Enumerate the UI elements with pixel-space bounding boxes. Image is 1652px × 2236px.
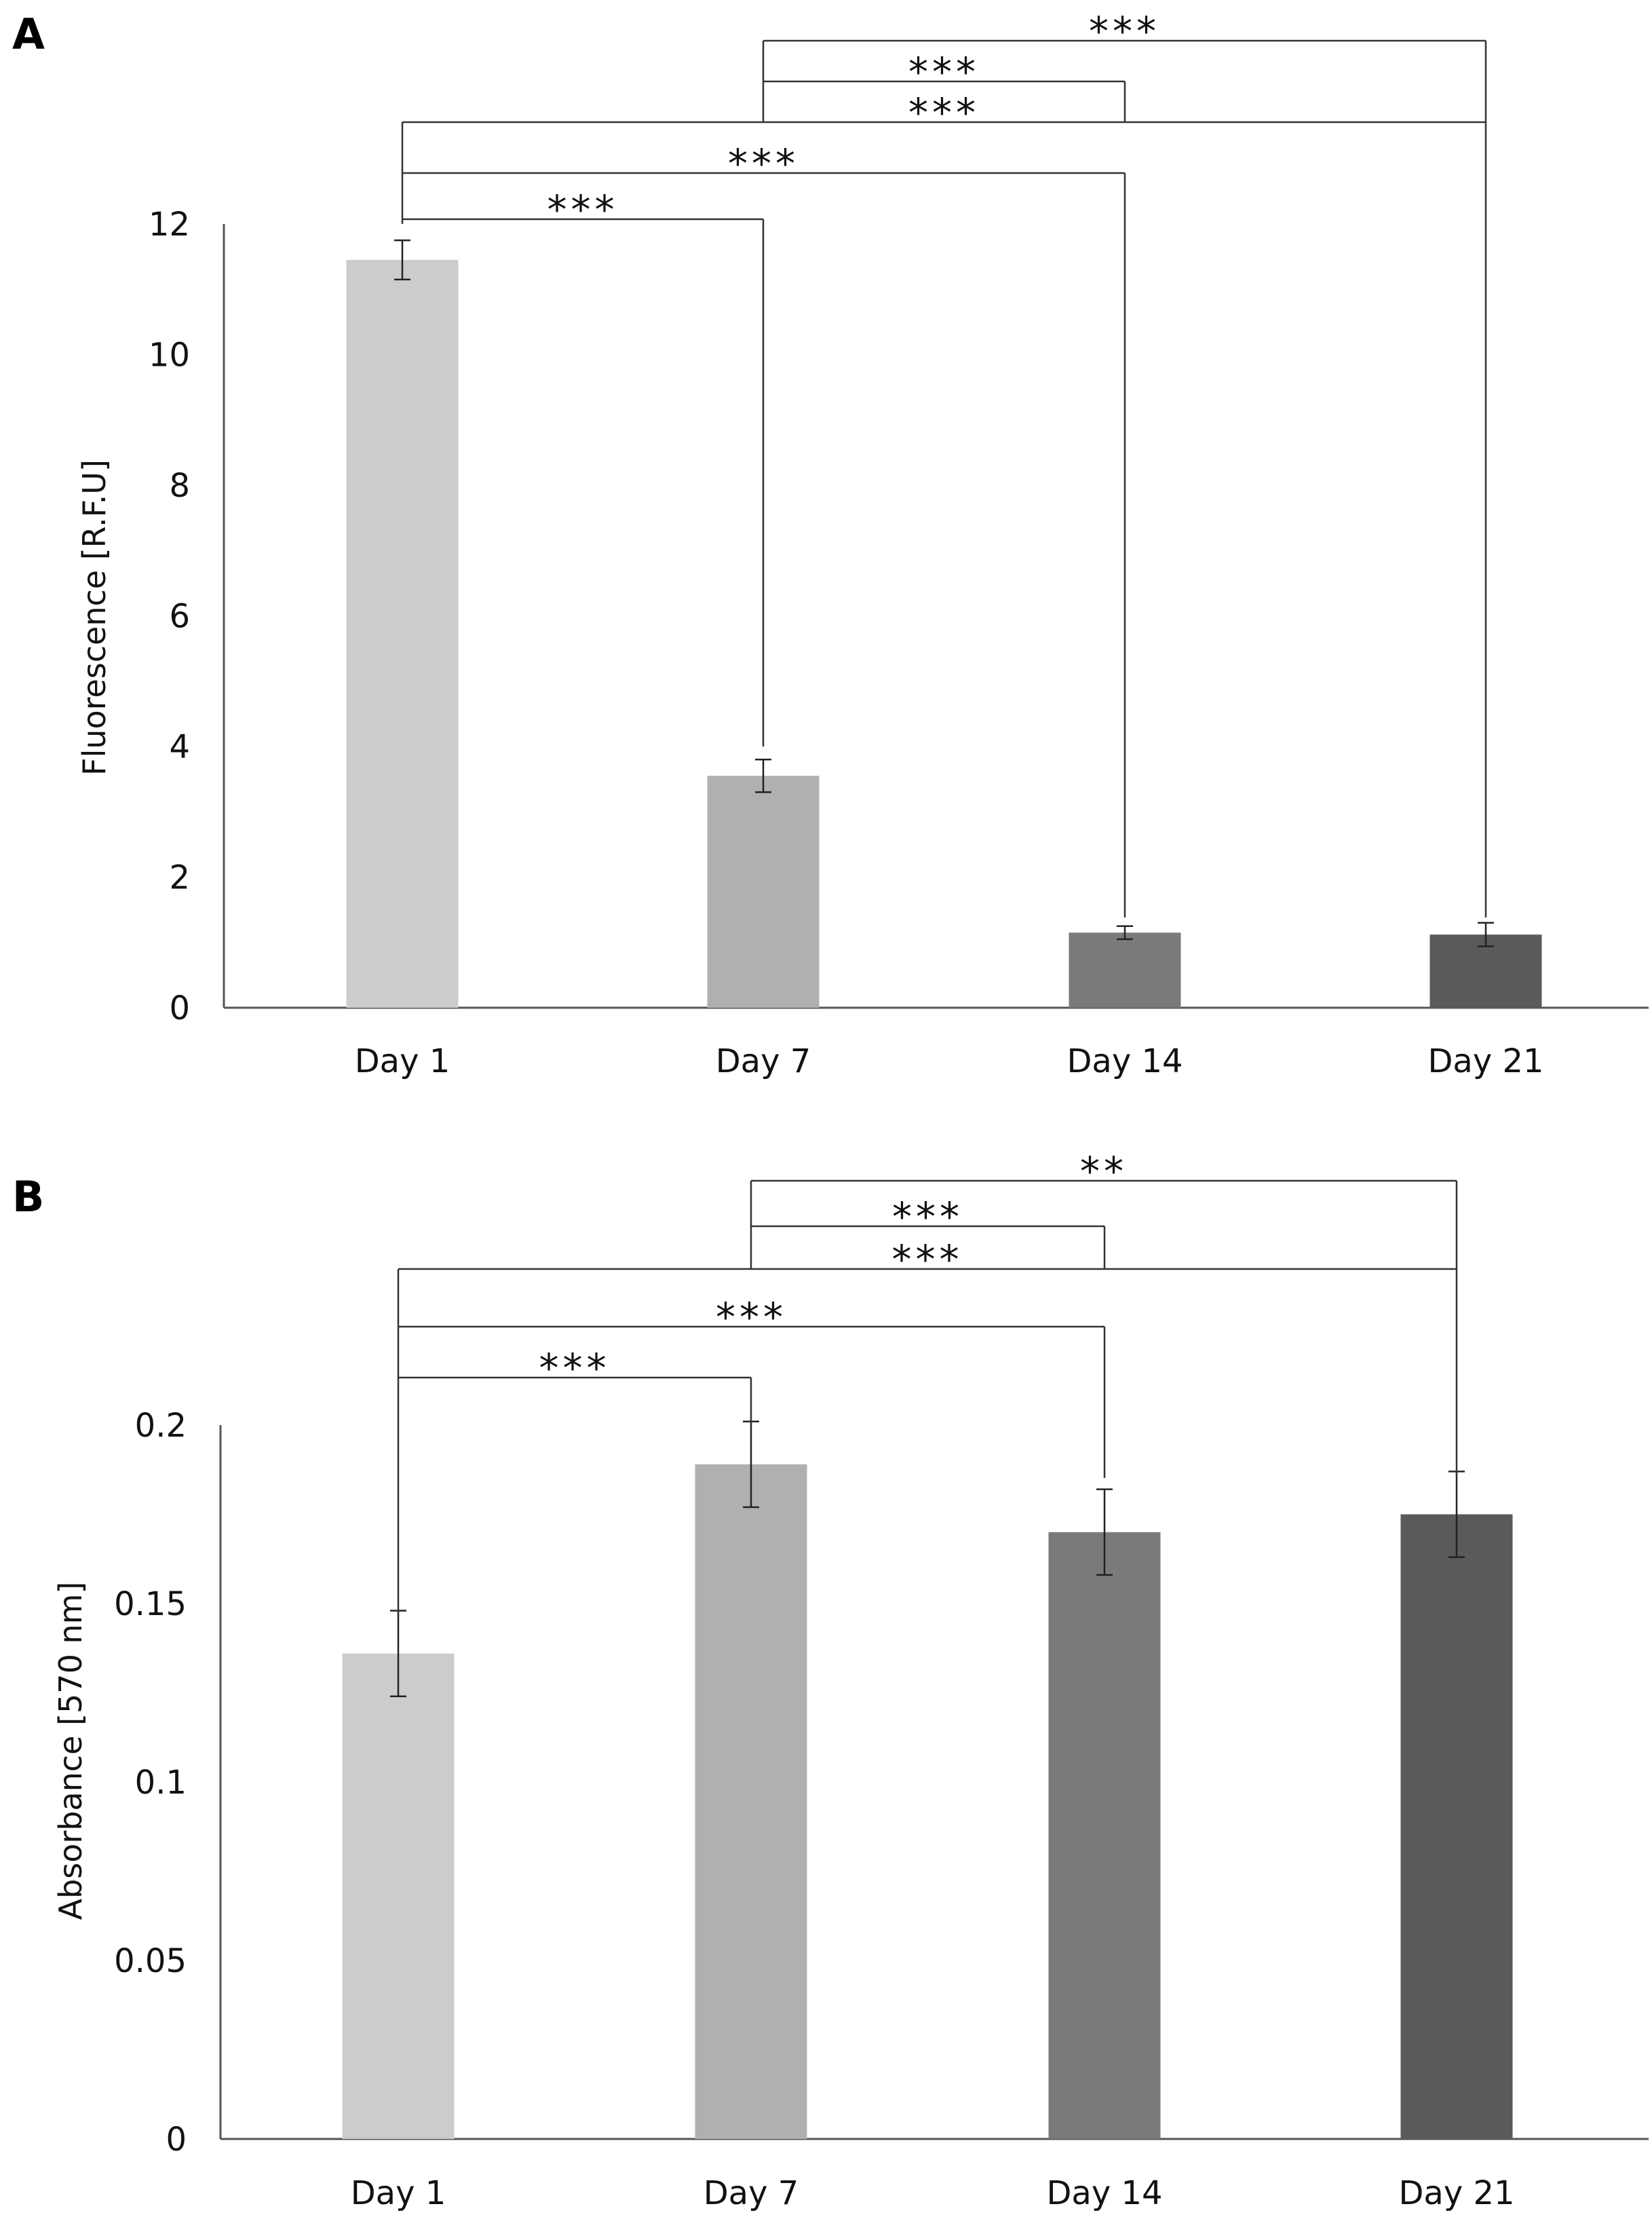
panel-b-significance-label-2: ***	[716, 1294, 787, 1340]
panel-a-y-tick-label: 2	[169, 859, 190, 897]
panel-b-significance-label-5: **	[1080, 1148, 1128, 1194]
panel-b-bar-2	[695, 1464, 807, 2139]
panel-b-bar-4	[1400, 1514, 1513, 2139]
panel-a-significance-bracket-5: ***	[762, 8, 1487, 122]
panel-a-chart: A 0 2 4 6 8 10 12 Fluorescence [R.F.U] Day 1 Day 7…	[12, 8, 1649, 1080]
panel-a-y-tick-label: 10	[149, 337, 190, 375]
panel-b-category-label-2: Day 7	[704, 2174, 799, 2212]
panel-a-bar-1	[346, 259, 459, 1008]
panel-a-category-label-1: Day 1	[355, 1042, 450, 1080]
panel-a-y-tick-label: 6	[169, 598, 190, 636]
panel-b-y-tick-label: 0	[166, 2121, 187, 2159]
panel-b-significance-label-1: ***	[539, 1345, 611, 1391]
panel-a-significance-bracket-3: ***	[401, 90, 1487, 917]
panel-b-y-tick-label: 0.05	[114, 1942, 187, 1980]
panel-b-category-label-1: Day 1	[351, 2174, 446, 2212]
panel-b-label: B	[12, 1172, 44, 1221]
panel-b-y-axis-title: Absorbance [570 nm]	[52, 1582, 89, 1920]
panel-a-significance-bracket-1: ***	[401, 187, 765, 746]
panel-b-y-tick-label: 0.15	[114, 1585, 187, 1623]
panel-a-bar-2	[707, 776, 820, 1008]
panel-a-significance-label-1: ***	[548, 187, 619, 233]
panel-a-y-axis-title: Fluorescence [R.F.U]	[76, 459, 113, 776]
panel-a-significance-label-3: ***	[908, 90, 980, 136]
panel-b-significance-bracket-5: **	[750, 1148, 1458, 1269]
panel-a-category-label-4: Day 21	[1427, 1042, 1543, 1080]
panel-a-y-tick-label: 8	[169, 467, 190, 505]
panel-a-significance-label-2: ***	[728, 140, 799, 187]
panel-b-y-tick-label: 0.2	[135, 1407, 187, 1445]
panel-b-significance-bracket-4: ***	[750, 1194, 1106, 1269]
panel-b-significance-label-4: ***	[892, 1194, 963, 1240]
panel-b-chart: B 0 0.05 0.1 0.15 0.2 Absorbance [570 nm] Day 1…	[12, 1148, 1649, 2212]
panel-b-significance-label-3: ***	[892, 1236, 963, 1283]
panel-a-y-tick-label: 12	[149, 206, 190, 244]
panel-a-bar-3	[1069, 932, 1181, 1008]
panel-a-label: A	[12, 10, 45, 59]
panel-b-significance-bracket-1: ***	[397, 1345, 752, 1616]
panel-b-significance-bracket-2: ***	[397, 1294, 1106, 1478]
panel-b-bar-1	[342, 1653, 455, 2139]
panel-a-category-label-3: Day 14	[1067, 1042, 1183, 1080]
panel-a-significance-label-4: ***	[908, 49, 980, 95]
panel-b-category-label-4: Day 21	[1398, 2174, 1514, 2212]
panel-a-significance-label-5: ***	[1089, 8, 1160, 54]
panel-a-y-tick-label: 4	[169, 728, 190, 766]
panel-b-bar-3	[1048, 1532, 1161, 2139]
panel-a-category-label-2: Day 7	[716, 1042, 811, 1080]
panel-b-y-tick-label: 0.1	[135, 1764, 187, 1802]
panel-b-category-label-3: Day 14	[1046, 2174, 1162, 2212]
panel-a-significance-bracket-2: ***	[401, 140, 1126, 917]
panel-a-y-tick-label: 0	[169, 989, 190, 1027]
panel-a-significance-bracket-4: ***	[762, 49, 1126, 122]
panel-b-significance-bracket-3: ***	[397, 1236, 1458, 1476]
